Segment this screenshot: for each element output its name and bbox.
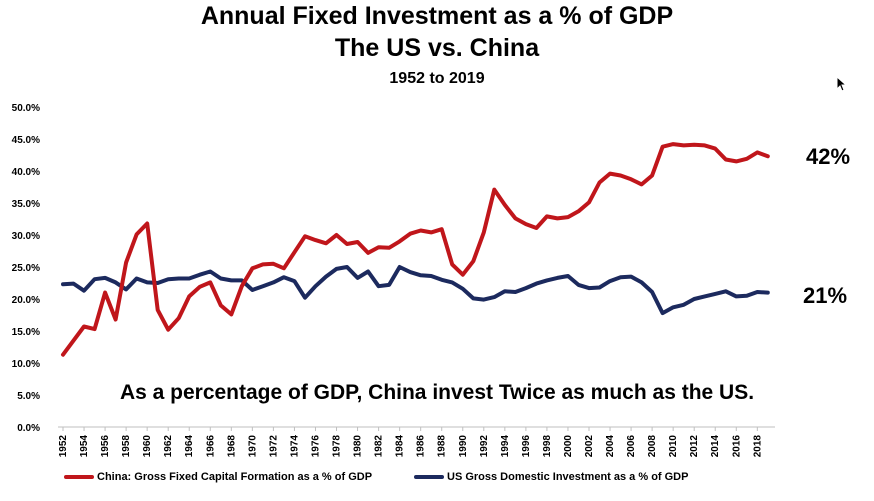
x-tick-label: 1956 (100, 435, 111, 458)
y-tick-label: 35.0% (12, 199, 40, 210)
x-tick-label: 2008 (647, 435, 658, 458)
x-tick-label: 1994 (500, 435, 511, 458)
x-tick-label: 2002 (584, 435, 595, 458)
x-tick-label: 1998 (542, 435, 553, 458)
y-tick-label: 20.0% (12, 295, 40, 306)
x-tick-label: 2012 (689, 435, 700, 458)
x-tick-label: 1958 (121, 435, 132, 458)
chart-title: Annual Fixed Investment as a % of GDP (200, 2, 674, 30)
y-tick-label: 45.0% (12, 135, 40, 146)
x-tick-label: 1974 (289, 435, 300, 458)
x-tick-label: 1972 (268, 435, 279, 458)
us-end-value-label: 21% (803, 283, 848, 308)
y-tick-label: 5.0% (17, 391, 40, 402)
x-tick-label: 2018 (752, 435, 763, 458)
chart-subtitle: The US vs. China (334, 34, 540, 62)
y-tick-label: 15.0% (12, 327, 40, 338)
series-line-china (61, 142, 770, 357)
x-tick-label: 1986 (416, 435, 427, 458)
x-tick-label: 1978 (332, 435, 343, 458)
x-tick-label: 1980 (353, 435, 364, 458)
x-tick-label: 1984 (395, 435, 406, 458)
legend-item-us: US Gross Domestic Investment as a % of G… (414, 471, 688, 483)
x-tick-label: 1992 (479, 435, 490, 458)
x-tick-label: 1960 (142, 435, 153, 458)
y-tick-label: 10.0% (12, 359, 40, 370)
x-tick-label: 1954 (79, 435, 90, 458)
x-tick-label: 1982 (374, 435, 385, 458)
x-tick-label: 1962 (163, 435, 174, 458)
x-tick-label: 2000 (563, 435, 574, 458)
legend-item-china: China: Gross Fixed Capital Formation as … (64, 471, 372, 483)
x-tick-label: 1970 (247, 435, 258, 458)
x-tick-label: 2014 (710, 435, 721, 458)
x-tick-label: 1964 (184, 435, 195, 458)
legend-label-us: US Gross Domestic Investment as a % of G… (447, 471, 689, 483)
series-line-us (61, 265, 770, 316)
x-tick-label: 2016 (731, 435, 742, 458)
y-tick-label: 0.0% (17, 423, 40, 434)
x-tick-label: 2010 (668, 435, 679, 458)
legend-swatch-us (414, 475, 444, 479)
x-tick-label: 2006 (626, 435, 637, 458)
y-tick-label: 50.0% (12, 103, 40, 114)
x-tick-label: 1968 (226, 435, 237, 458)
legend-label-china: China: Gross Fixed Capital Formation as … (97, 471, 373, 483)
chart-date-range: 1952 to 2019 (389, 70, 485, 87)
china-end-value-label: 42% (806, 144, 851, 169)
legend-swatch-china (64, 475, 94, 479)
x-tick-label: 1990 (458, 435, 469, 458)
x-tick-label: 1966 (205, 435, 216, 458)
x-tick-label: 1988 (437, 435, 448, 458)
x-tick-label: 1996 (521, 435, 532, 458)
y-tick-label: 40.0% (12, 167, 40, 178)
x-tick-label: 2004 (605, 435, 616, 458)
y-tick-label: 30.0% (12, 231, 40, 242)
x-tick-label: 1952 (58, 435, 69, 458)
y-tick-label: 25.0% (12, 263, 40, 274)
mouse-pointer-icon (836, 76, 846, 92)
x-tick-label: 1976 (310, 435, 321, 458)
chart-annotation: As a percentage of GDP, China invest Twi… (119, 381, 755, 404)
